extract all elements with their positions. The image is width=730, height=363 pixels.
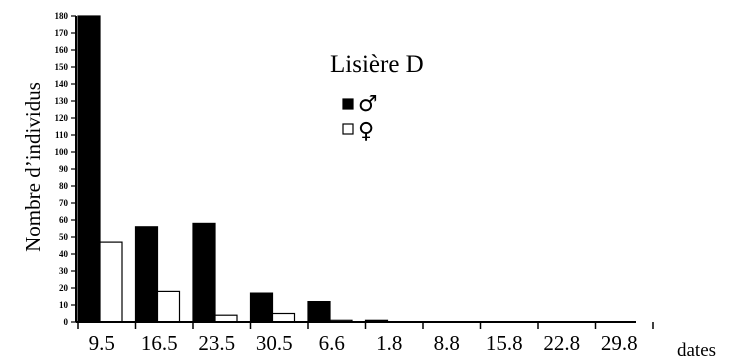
x-tick-label: 16.5: [141, 331, 178, 355]
y-tick-label: 30: [59, 266, 69, 276]
bar-female: [156, 290, 181, 323]
x-axis-ticks: 9.5 16.5 23.5 30.5 6.6 1.8 8.8 15.8 22.8 29.8: [77, 322, 654, 355]
y-tick-label: 170: [55, 28, 69, 38]
bar-male: [249, 292, 274, 323]
y-tick-label: 140: [55, 79, 69, 89]
y-tick-label: 20: [59, 283, 69, 293]
legend-label-female: ♀: [358, 119, 374, 144]
bar-female: [99, 241, 123, 323]
legend-swatch-female: [342, 123, 354, 135]
y-tick-label: 180: [55, 11, 69, 21]
x-axis-label: dates: [677, 340, 716, 361]
x-tick-label: 6.6: [319, 331, 345, 355]
y-tick-label: 60: [59, 215, 69, 225]
y-tick-label: 50: [59, 232, 69, 242]
bar-male: [77, 15, 101, 323]
x-tick-label: 8.8: [434, 331, 460, 355]
legend-swatch-male: [342, 98, 354, 110]
y-tick-label: 160: [55, 45, 69, 55]
x-tick-label: 30.5: [256, 331, 293, 355]
chart-title: Lisière D: [330, 51, 424, 78]
y-tick-label: 120: [55, 113, 69, 123]
x-tick-label: 9.5: [89, 331, 115, 355]
bar-male: [307, 301, 331, 323]
x-tick-label: 23.5: [198, 331, 235, 355]
y-tick-label: 110: [55, 130, 69, 140]
legend-label-male: ♂: [358, 92, 378, 117]
y-tick-label: 80: [59, 181, 69, 191]
y-tick-label: 150: [55, 62, 69, 72]
x-tick-label: 1.8: [376, 331, 402, 355]
x-tick-label: 15.8: [486, 331, 523, 355]
y-tick-label: 100: [55, 147, 69, 157]
bar-male: [134, 226, 159, 323]
y-tick-label: 0: [64, 317, 69, 327]
y-tick-label: 70: [59, 198, 69, 208]
y-axis-ticks: 0 10 20 30 40 50 60 70 80 90 100 110 120 130 140 150 160…: [55, 11, 76, 327]
y-tick-label: 40: [59, 249, 69, 259]
y-tick-label: 90: [59, 164, 69, 174]
x-tick-label: 29.8: [601, 331, 638, 355]
bar-female: [271, 312, 296, 323]
y-axis-label: Nombre d’individus: [21, 82, 45, 252]
y-tick-label: 130: [55, 96, 69, 106]
bar-male: [192, 222, 216, 323]
y-tick-label: 10: [59, 300, 69, 310]
legend: ♂ ♀: [342, 92, 378, 144]
bar-female: [214, 314, 238, 323]
x-tick-label: 22.8: [543, 331, 580, 355]
